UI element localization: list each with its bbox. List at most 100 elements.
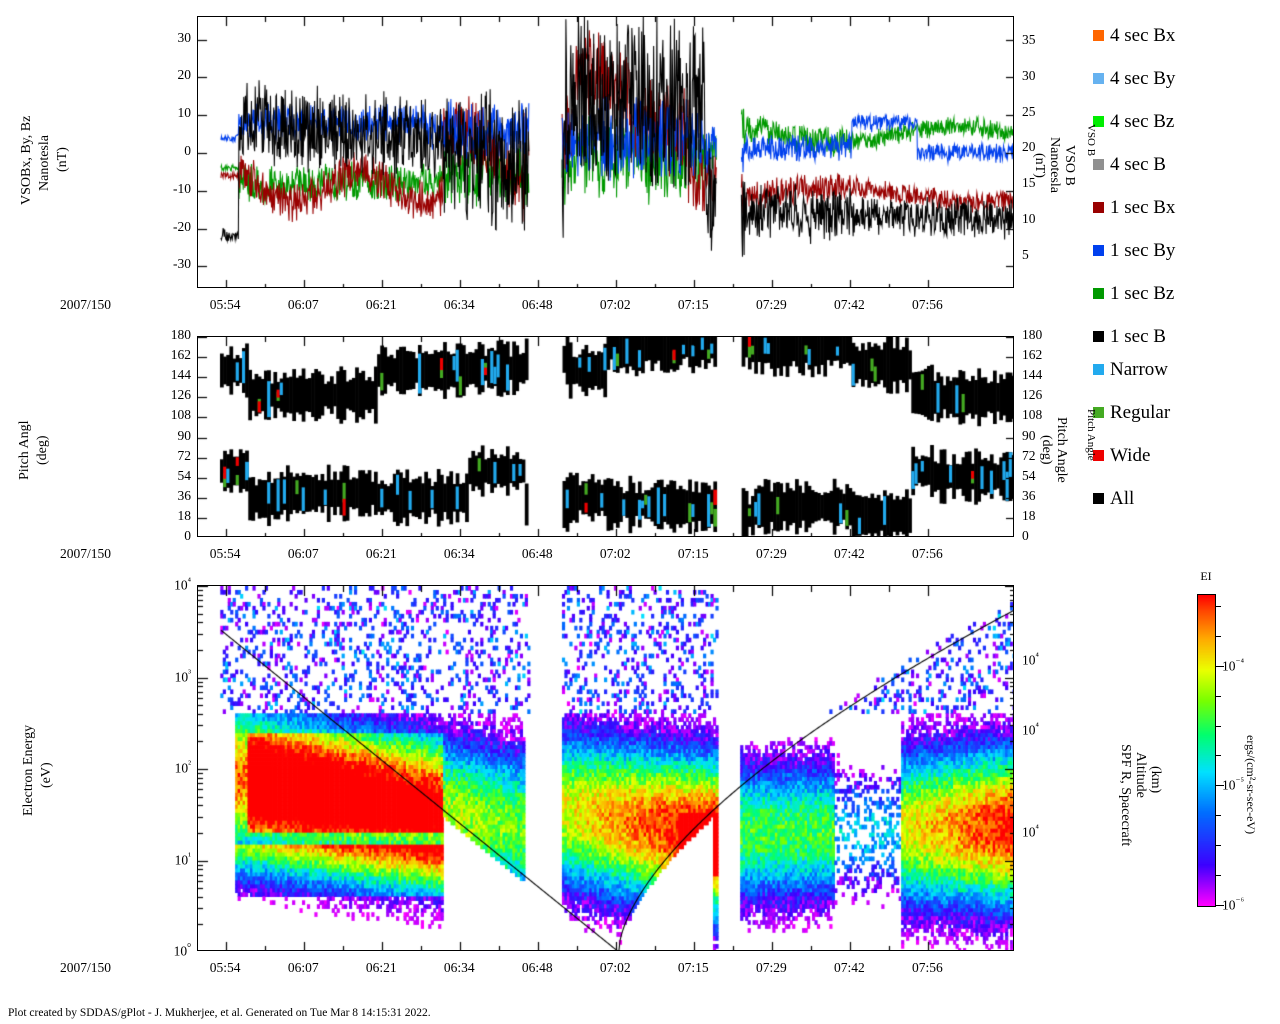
time-tick-label: 06:34	[443, 297, 475, 312]
tick-label: 126	[170, 387, 191, 403]
tick-label: -30	[173, 256, 191, 272]
panel2-right-axis-title: Pitch Angle	[1054, 417, 1069, 483]
time-tick-label: 06:07	[287, 960, 319, 975]
time-tick-label: 07:29	[755, 297, 787, 312]
tick-label: 144	[1022, 367, 1043, 383]
panel2-right-axis-unit: (deg)	[1039, 435, 1054, 465]
time-tick-label: 07:15	[677, 546, 709, 561]
tick-label: -20	[173, 218, 191, 234]
tick-label: -10	[173, 180, 191, 196]
panel3-left-axis-unit: (eV)	[39, 762, 54, 788]
tick-label: 30	[177, 29, 192, 45]
panel2-date-label: 2007/150	[60, 546, 112, 561]
legend-item-1-sec-bz[interactable]: 1 sec Bz	[1093, 284, 1174, 303]
legend-swatch-icon	[1093, 159, 1104, 170]
tick-label: 162	[1022, 347, 1043, 363]
time-tick-label: 07:02	[599, 546, 631, 561]
legend-label: 1 sec B	[1110, 326, 1166, 347]
tick-label: 90	[1022, 427, 1036, 443]
time-tick-label: 06:48	[521, 297, 553, 312]
time-tick-label: 07:29	[755, 960, 787, 975]
tick-label: 18	[177, 507, 192, 523]
colorbar-tick-mark	[1216, 875, 1221, 877]
legend-label: 1 sec Bz	[1110, 283, 1175, 304]
tick-label: 162	[170, 347, 191, 363]
legend-label: 4 sec Bz	[1110, 111, 1175, 132]
tick-label: 18	[1022, 507, 1036, 523]
tick-label: 0	[184, 143, 191, 158]
colorbar-tick-mark	[1216, 695, 1221, 697]
legend-item-narrow[interactable]: Narrow	[1093, 360, 1168, 379]
tick-label: 10⁴	[1022, 720, 1039, 738]
tick-label: 10⁴	[1022, 651, 1039, 668]
tick-label: 30	[1022, 67, 1036, 83]
legend-item-1-sec-by[interactable]: 1 sec By	[1093, 241, 1175, 260]
tick-label: 36	[177, 487, 192, 503]
pitch-angle-plot	[197, 336, 1014, 537]
tick-label: 108	[170, 407, 191, 423]
time-tick-label: 05:54	[209, 546, 241, 561]
tick-label: 20	[1022, 139, 1036, 155]
panel3-date-label: 2007/150	[60, 960, 112, 975]
footer-credit: Plot created by SDDAS/gPlot - J. Mukherj…	[8, 1007, 431, 1019]
tick-label: 0	[1022, 528, 1029, 543]
legend: 4 sec Bx 4 sec By 4 sec Bz 4 sec B 1 sec Bx 1…	[1093, 12, 1273, 532]
colorbar-tick-label: 10⁻⁵	[1222, 776, 1245, 793]
legend-item-1-sec-b[interactable]: 1 sec B	[1093, 327, 1166, 346]
legend-item-wide[interactable]: Wide	[1093, 446, 1150, 465]
tick-label: 35	[1022, 32, 1036, 48]
legend-label: 1 sec By	[1110, 240, 1176, 261]
tick-label: 0	[184, 528, 191, 543]
electron-energy-spectrogram	[197, 585, 1014, 951]
tick-label: 10³	[174, 667, 191, 684]
legend-item-4-sec-by[interactable]: 4 sec By	[1093, 69, 1175, 88]
tick-label: 10	[1022, 211, 1036, 226]
colorbar-tick-mark	[1216, 635, 1221, 637]
legend-item-all[interactable]: All	[1093, 489, 1134, 508]
time-tick-label: 07:15	[677, 297, 709, 312]
panel3-right-axis-sub: Altitude	[1133, 752, 1148, 798]
legend-group-pitch: Pitch Angle	[1085, 409, 1097, 461]
legend-item-4-sec-bx[interactable]: 4 sec Bx	[1093, 26, 1175, 45]
time-tick-label: 07:42	[833, 960, 865, 975]
tick-label: 20	[177, 67, 192, 83]
time-tick-label: 07:42	[833, 546, 865, 561]
legend-item-regular[interactable]: Regular	[1093, 403, 1170, 422]
time-tick-label: 07:29	[755, 546, 787, 561]
colorbar-tick-mark	[1216, 605, 1221, 607]
colorbar-tick-mark	[1216, 725, 1221, 727]
tick-label: 10²	[174, 759, 191, 776]
tick-label: 15	[1022, 175, 1036, 191]
legend-swatch-icon	[1093, 202, 1104, 213]
time-tick-label: 07:02	[599, 960, 631, 975]
legend-item-4-sec-bz[interactable]: 4 sec Bz	[1093, 112, 1174, 131]
tick-label: 180	[170, 327, 191, 342]
time-tick-label: 06:21	[365, 960, 397, 975]
colorbar	[1197, 594, 1216, 907]
tick-label: 72	[1022, 447, 1036, 463]
legend-item-4-sec-b[interactable]: 4 sec B	[1093, 155, 1166, 174]
magnetic-field-plot	[197, 16, 1014, 288]
colorbar-tick-label: 10⁻⁴	[1222, 656, 1245, 674]
panel2-left-axis-title: Pitch Angl	[17, 420, 32, 480]
colorbar-tick-mark	[1216, 755, 1221, 757]
tick-label: 90	[177, 427, 192, 443]
tick-label: 10¹	[174, 850, 191, 867]
colorbar-title: EI	[1200, 569, 1212, 583]
panel1-left-axis-title: VSOBx, By, Bz	[19, 115, 34, 205]
legend-group-magnetic: VSO B	[1085, 123, 1097, 157]
tick-label: 180	[1022, 327, 1043, 342]
panel1-left-axis-unit-1: Nanotesla	[37, 135, 52, 191]
legend-swatch-icon	[1093, 73, 1104, 84]
colorbar-tick-mark	[1216, 815, 1221, 817]
tick-label: 144	[170, 367, 191, 383]
legend-item-1-sec-bx[interactable]: 1 sec Bx	[1093, 198, 1175, 217]
legend-label: 4 sec By	[1110, 68, 1176, 89]
panel1-right-axis-unit-2: (nT)	[1032, 152, 1047, 178]
legend-swatch-icon	[1093, 30, 1104, 41]
tick-label: 10⁴	[174, 576, 191, 593]
panel3-right-axis-title: SPF R, Spacecraft	[1118, 743, 1133, 847]
tick-label: 108	[1022, 407, 1043, 423]
time-tick-label: 07:42	[833, 297, 865, 312]
tick-label: 10	[177, 105, 192, 121]
